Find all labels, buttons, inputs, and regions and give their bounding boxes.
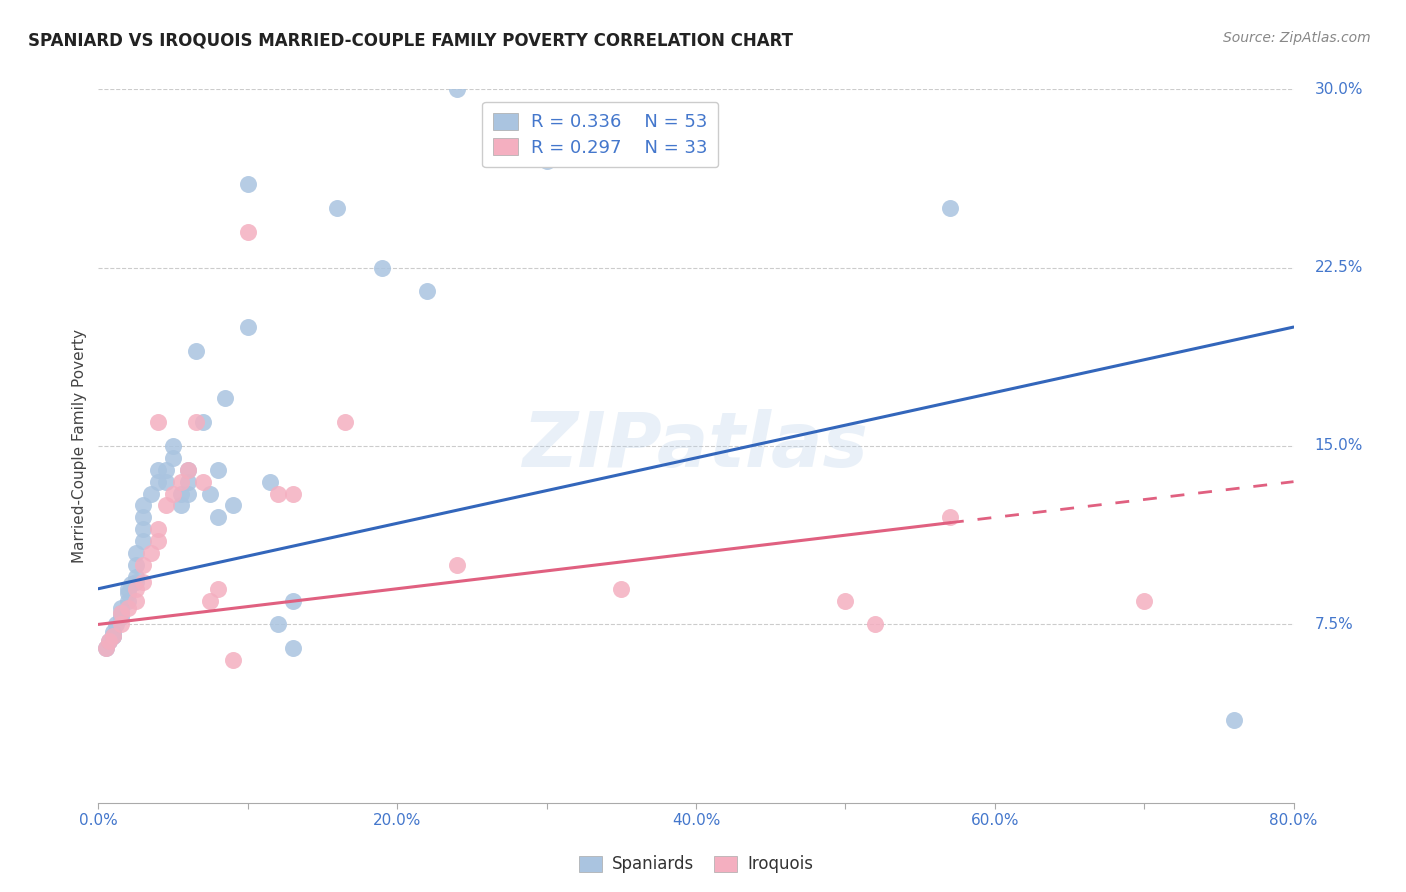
Point xyxy=(125,558,148,572)
Point xyxy=(169,499,191,513)
Point xyxy=(117,582,139,596)
Point xyxy=(169,486,191,500)
Point xyxy=(191,415,214,429)
Point xyxy=(148,415,170,429)
Point xyxy=(132,574,155,589)
Point xyxy=(94,641,117,656)
Point xyxy=(132,510,155,524)
Point xyxy=(267,617,290,632)
Point xyxy=(125,546,148,560)
Point xyxy=(865,617,887,632)
Point xyxy=(110,617,132,632)
Legend: Spaniards, Iroquois: Spaniards, Iroquois xyxy=(572,849,820,880)
Point xyxy=(177,463,200,477)
Point xyxy=(162,486,184,500)
Point xyxy=(834,593,856,607)
Point xyxy=(177,475,200,489)
Point xyxy=(169,475,191,489)
Point xyxy=(446,82,468,96)
Point xyxy=(117,593,139,607)
Point xyxy=(94,641,117,656)
Point xyxy=(200,593,222,607)
Point xyxy=(155,463,177,477)
Point xyxy=(103,624,125,639)
Point xyxy=(110,606,132,620)
Text: 30.0%: 30.0% xyxy=(1315,82,1362,96)
Point xyxy=(281,593,304,607)
Point xyxy=(148,475,170,489)
Point xyxy=(132,558,155,572)
Point xyxy=(148,522,170,536)
Point xyxy=(200,486,222,500)
Point xyxy=(236,178,259,192)
Point xyxy=(371,260,394,275)
Point xyxy=(207,582,229,596)
Point xyxy=(184,343,207,358)
Point xyxy=(125,574,148,589)
Point xyxy=(177,486,200,500)
Point xyxy=(177,463,200,477)
Point xyxy=(148,534,170,549)
Point xyxy=(139,546,162,560)
Point xyxy=(281,486,304,500)
Point xyxy=(148,463,170,477)
Point xyxy=(939,510,962,524)
Point xyxy=(110,610,132,624)
Text: 15.0%: 15.0% xyxy=(1315,439,1362,453)
Text: ZIPatlas: ZIPatlas xyxy=(523,409,869,483)
Point xyxy=(125,593,148,607)
Point xyxy=(1223,713,1246,727)
Point xyxy=(125,582,148,596)
Point xyxy=(139,486,162,500)
Y-axis label: Married-Couple Family Poverty: Married-Couple Family Poverty xyxy=(72,329,87,563)
Point xyxy=(132,522,155,536)
Point xyxy=(105,617,128,632)
Point xyxy=(132,534,155,549)
Point xyxy=(110,606,132,620)
Point xyxy=(214,392,236,406)
Point xyxy=(236,320,259,334)
Text: 7.5%: 7.5% xyxy=(1315,617,1354,632)
Text: Source: ZipAtlas.com: Source: ZipAtlas.com xyxy=(1223,31,1371,45)
Point xyxy=(155,499,177,513)
Point xyxy=(120,577,142,591)
Point xyxy=(207,463,229,477)
Point xyxy=(103,629,125,643)
Point xyxy=(117,586,139,600)
Point xyxy=(207,510,229,524)
Point xyxy=(610,582,633,596)
Point xyxy=(267,486,290,500)
Point xyxy=(281,641,304,656)
Point xyxy=(155,475,177,489)
Text: SPANIARD VS IROQUOIS MARRIED-COUPLE FAMILY POVERTY CORRELATION CHART: SPANIARD VS IROQUOIS MARRIED-COUPLE FAMI… xyxy=(28,31,793,49)
Point xyxy=(416,285,439,299)
Point xyxy=(132,499,155,513)
Point xyxy=(1133,593,1156,607)
Point xyxy=(326,201,349,215)
Point xyxy=(117,600,139,615)
Point xyxy=(103,629,125,643)
Point xyxy=(110,600,132,615)
Text: 22.5%: 22.5% xyxy=(1315,260,1362,275)
Point xyxy=(162,450,184,465)
Point xyxy=(184,415,207,429)
Point xyxy=(191,475,214,489)
Point xyxy=(939,201,962,215)
Point xyxy=(97,634,120,648)
Point xyxy=(259,475,281,489)
Point xyxy=(97,634,120,648)
Point xyxy=(222,499,245,513)
Point xyxy=(333,415,356,429)
Point xyxy=(125,570,148,584)
Point xyxy=(222,653,245,667)
Point xyxy=(236,225,259,239)
Point xyxy=(162,439,184,453)
Point xyxy=(536,153,558,168)
Point xyxy=(446,558,468,572)
Point xyxy=(103,629,125,643)
